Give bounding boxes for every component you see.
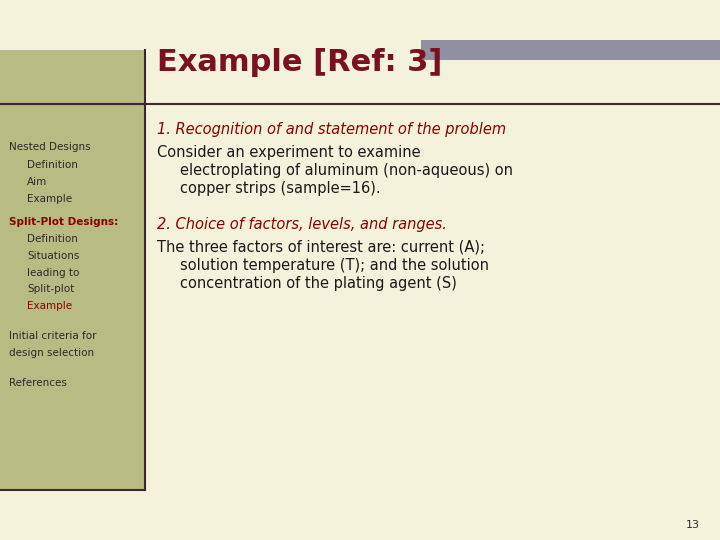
- Text: Example [Ref: 3]: Example [Ref: 3]: [157, 48, 442, 77]
- Bar: [421, 40, 720, 60]
- Text: concentration of the plating agent (S): concentration of the plating agent (S): [180, 276, 457, 291]
- Text: Example: Example: [27, 301, 73, 311]
- Text: References: References: [9, 379, 66, 388]
- Text: Consider an experiment to examine: Consider an experiment to examine: [157, 145, 420, 160]
- Text: Aim: Aim: [27, 177, 48, 187]
- Text: solution temperature (T); and the solution: solution temperature (T); and the soluti…: [180, 258, 489, 273]
- Text: The three factors of interest are: current (A);: The three factors of interest are: curre…: [157, 239, 485, 254]
- Text: 13: 13: [686, 520, 700, 530]
- Text: electroplating of aluminum (non-aqueous) on: electroplating of aluminum (non-aqueous)…: [180, 163, 513, 178]
- Text: Split-Plot Designs:: Split-Plot Designs:: [9, 218, 118, 227]
- Text: Nested Designs: Nested Designs: [9, 142, 90, 152]
- Text: Situations: Situations: [27, 251, 80, 261]
- Text: leading to: leading to: [27, 268, 80, 278]
- Text: Split-plot: Split-plot: [27, 285, 75, 294]
- Text: 1. Recognition of and statement of the problem: 1. Recognition of and statement of the p…: [157, 122, 506, 137]
- Bar: [0, 50, 145, 490]
- Text: design selection: design selection: [9, 348, 94, 357]
- Text: Initial criteria for: Initial criteria for: [9, 331, 96, 341]
- Text: Definition: Definition: [27, 234, 78, 244]
- Text: 2. Choice of factors, levels, and ranges.: 2. Choice of factors, levels, and ranges…: [157, 217, 447, 232]
- Text: Example: Example: [27, 194, 73, 204]
- Text: copper strips (sample=16).: copper strips (sample=16).: [180, 181, 381, 197]
- Text: Definition: Definition: [27, 160, 78, 170]
